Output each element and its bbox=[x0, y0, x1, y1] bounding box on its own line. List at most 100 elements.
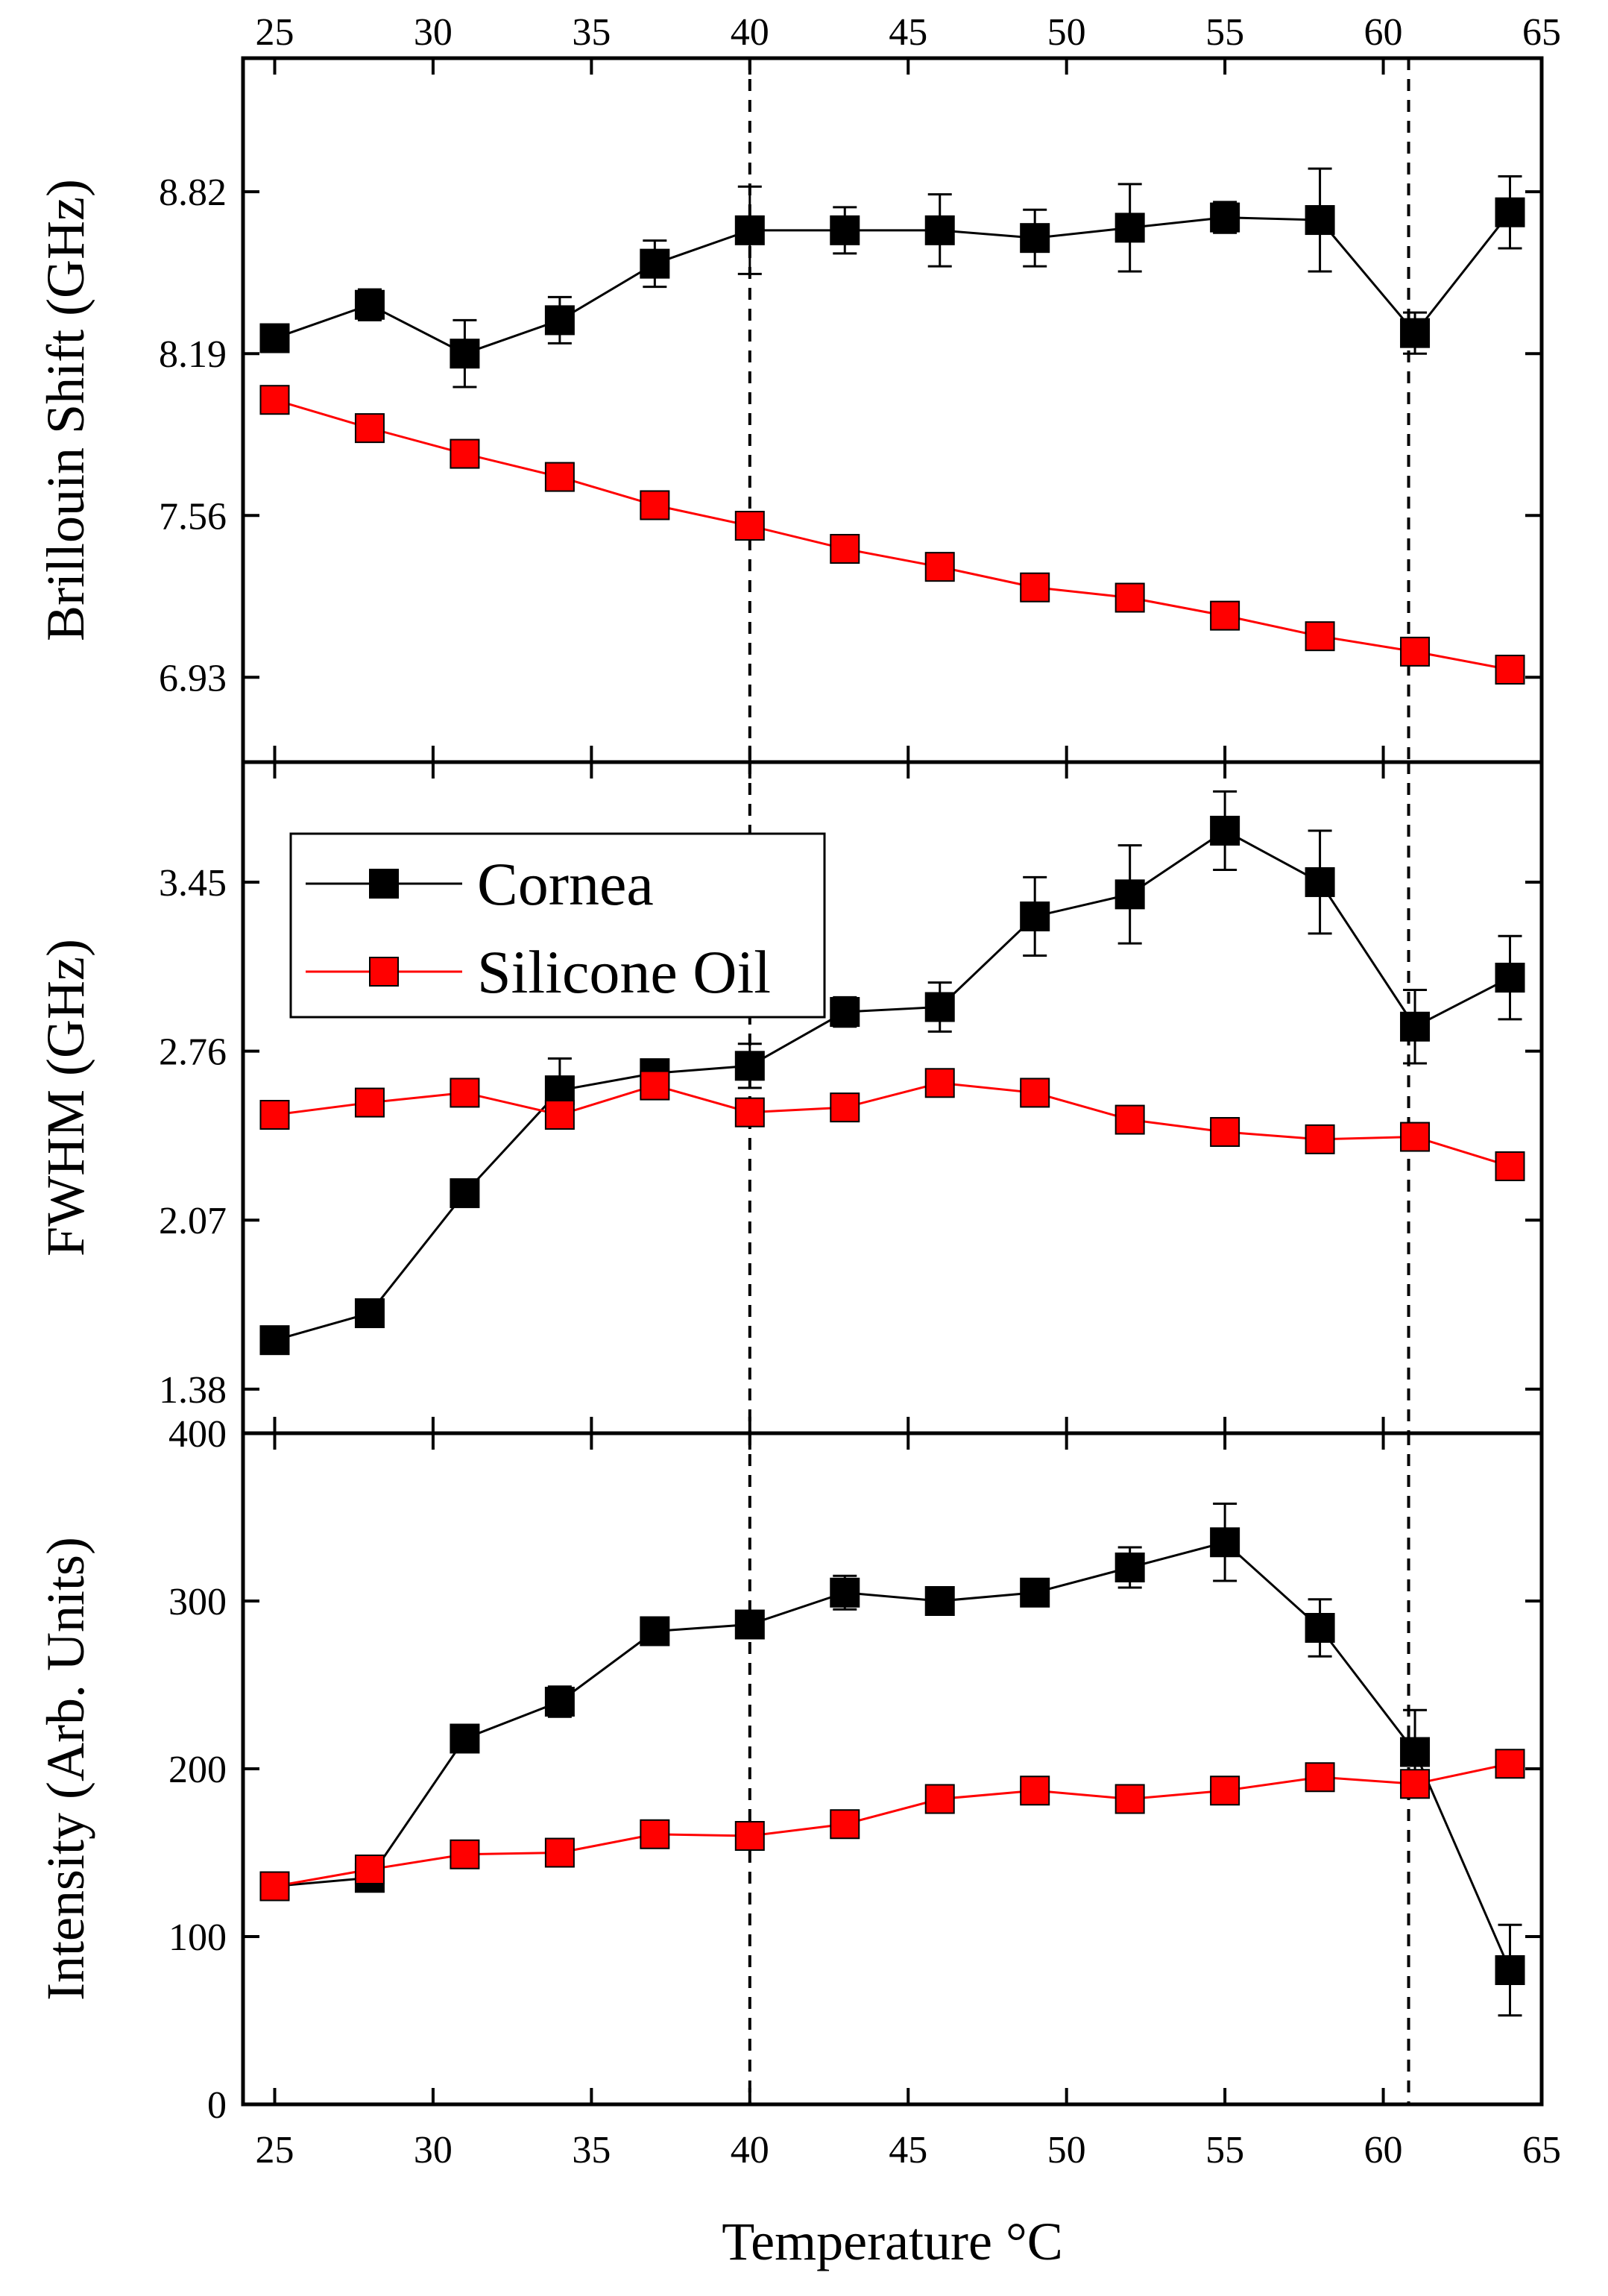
y-tick-label: 100 bbox=[168, 1916, 227, 1959]
x-ticks bbox=[273, 762, 1543, 1433]
series-cornea bbox=[259, 790, 1525, 1356]
data-point bbox=[1020, 572, 1050, 603]
data-point bbox=[1020, 223, 1050, 254]
data-point bbox=[354, 1087, 385, 1118]
data-point bbox=[734, 1821, 765, 1851]
data-point bbox=[1114, 1553, 1145, 1582]
data-point bbox=[1400, 1769, 1431, 1799]
data-point bbox=[1020, 1776, 1050, 1806]
top-x-tick-label: 40 bbox=[731, 11, 769, 54]
legend-label: Cornea bbox=[477, 850, 654, 918]
panel-2: 1.38 2.07 2.76 3.45 FWHM (GHz) bbox=[36, 760, 1544, 1435]
data-point bbox=[640, 1616, 670, 1646]
data-point bbox=[1020, 1577, 1050, 1608]
bottom-x-tick-label: 45 bbox=[889, 2129, 927, 2171]
series-line bbox=[274, 398, 1510, 671]
data-point bbox=[1400, 1011, 1431, 1042]
y-tick-label: 200 bbox=[168, 1749, 227, 1791]
data-point bbox=[1305, 866, 1335, 897]
top-x-tick-label: 60 bbox=[1364, 11, 1403, 54]
data-point bbox=[1020, 1078, 1050, 1108]
data-point bbox=[1305, 1613, 1335, 1643]
top-x-tick-label: 65 bbox=[1522, 11, 1561, 54]
data-point bbox=[1400, 1737, 1431, 1767]
bottom-x-tick-label: 35 bbox=[572, 2129, 611, 2171]
series-line bbox=[274, 1081, 1510, 1168]
y-tick-label: 300 bbox=[168, 1581, 227, 1623]
y-tick-label: 7.56 bbox=[159, 495, 227, 538]
data-point bbox=[734, 1097, 765, 1127]
panel-1: 6.93 7.56 8.19 8.82 Brillouin Shift (GHz) bbox=[36, 56, 1544, 764]
data-point bbox=[259, 1871, 290, 1902]
data-point bbox=[1305, 1762, 1335, 1793]
series-silicone-oil bbox=[259, 385, 1525, 685]
data-point bbox=[924, 1784, 955, 1814]
legend-entry: Cornea bbox=[306, 850, 654, 918]
data-point bbox=[830, 1577, 860, 1608]
data-point bbox=[830, 1809, 860, 1840]
data-point bbox=[1305, 205, 1335, 236]
data-point bbox=[1400, 636, 1431, 667]
bottom-x-tick-label: 25 bbox=[255, 2129, 294, 2171]
top-x-tick-label: 50 bbox=[1047, 11, 1086, 54]
top-x-tick-label: 55 bbox=[1205, 11, 1244, 54]
y-axis-title: Intensity (Arb. Units) bbox=[36, 1537, 95, 2001]
data-point bbox=[1495, 1955, 1525, 1985]
y-tick-label: 8.19 bbox=[159, 333, 227, 376]
data-point bbox=[924, 1586, 955, 1616]
data-point bbox=[734, 511, 765, 541]
y-axis-title: Brillouin Shift (GHz) bbox=[36, 179, 95, 641]
chart-root: 25 30 35 40 45 50 55 60 65 25 30 35 40 45 50 55 60 65 Temp… bbox=[36, 11, 1561, 2271]
y-tick-label: 2.07 bbox=[159, 1200, 227, 1242]
data-point bbox=[1495, 1749, 1525, 1779]
y-tick-label: 8.82 bbox=[159, 172, 227, 214]
data-point bbox=[450, 1839, 480, 1869]
data-point bbox=[544, 305, 575, 336]
y-ticks: 6.93 7.56 8.19 8.82 bbox=[159, 172, 1542, 699]
data-point bbox=[354, 413, 385, 444]
legend-label: Silicone Oil bbox=[477, 938, 771, 1006]
data-point bbox=[830, 997, 860, 1028]
bottom-x-tick-label: 55 bbox=[1205, 2129, 1244, 2171]
data-point bbox=[830, 215, 860, 245]
y-tick-label: 3.45 bbox=[159, 862, 227, 905]
data-point bbox=[1210, 600, 1240, 631]
panel-frame bbox=[241, 1431, 1544, 2107]
data-point bbox=[1210, 1527, 1240, 1558]
data-point bbox=[354, 1855, 385, 1884]
data-point bbox=[924, 215, 955, 245]
data-point bbox=[544, 1687, 575, 1717]
data-point bbox=[1114, 1784, 1145, 1814]
data-point bbox=[259, 1099, 290, 1130]
data-point bbox=[640, 1819, 670, 1849]
data-point bbox=[544, 1837, 575, 1868]
data-point bbox=[1210, 202, 1240, 233]
y-ticks: 1.38 2.07 2.76 3.45 bbox=[159, 862, 1542, 1412]
series-silicone-oil bbox=[259, 1068, 1525, 1181]
data-point bbox=[830, 534, 860, 564]
data-point bbox=[1210, 1116, 1240, 1147]
series-cornea bbox=[259, 167, 1525, 389]
panel-frame bbox=[241, 56, 1544, 764]
data-point bbox=[924, 992, 955, 1022]
legend-entry: Silicone Oil bbox=[306, 938, 771, 1006]
series-cornea bbox=[259, 1503, 1525, 2017]
data-point bbox=[1020, 901, 1050, 931]
y-tick-label: 400 bbox=[168, 1413, 227, 1456]
y-tick-label: 2.76 bbox=[159, 1031, 227, 1074]
y-tick-label: 0 bbox=[207, 2084, 227, 2127]
data-point bbox=[1495, 963, 1525, 993]
series-line bbox=[274, 829, 1511, 1342]
series-silicone-oil bbox=[259, 1749, 1525, 1902]
x-axis-title: Temperature °C bbox=[722, 2212, 1063, 2271]
y-tick-label: 6.93 bbox=[159, 657, 227, 699]
data-point bbox=[734, 1609, 765, 1640]
y-tick-label: 1.38 bbox=[159, 1369, 227, 1412]
legend-marker bbox=[369, 957, 399, 987]
data-point bbox=[354, 1298, 385, 1329]
data-point bbox=[450, 1078, 480, 1108]
data-point bbox=[640, 1070, 670, 1101]
data-point bbox=[450, 1178, 480, 1209]
y-axis-title: FWHM (GHz) bbox=[36, 939, 95, 1256]
